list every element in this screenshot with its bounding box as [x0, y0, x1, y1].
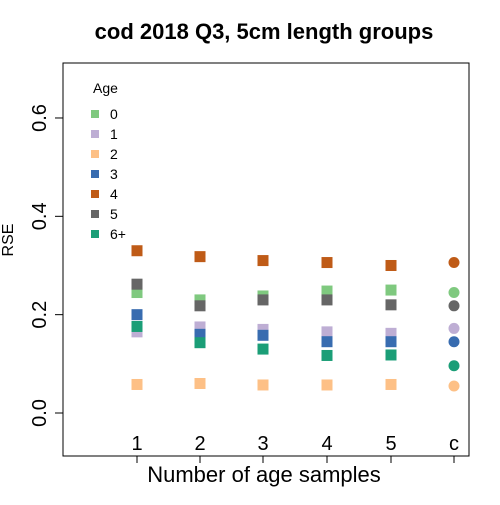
x-tick-label: 3 — [257, 433, 268, 455]
data-point-age-5 — [194, 300, 206, 312]
data-point-age-2 — [448, 380, 460, 392]
data-point-age-2 — [194, 377, 206, 389]
legend-label: 6+ — [110, 226, 126, 242]
data-point-age-5 — [257, 294, 269, 306]
data-point-age-5 — [321, 294, 333, 306]
data-point-age-4 — [257, 255, 269, 267]
data-point-age-3 — [321, 336, 333, 348]
data-point-age-4 — [131, 245, 143, 257]
x-axis-label: Number of age samples — [147, 462, 381, 487]
legend-label: 3 — [110, 166, 118, 182]
data-point-age-6+ — [257, 343, 269, 355]
data-point-age-2 — [385, 378, 397, 390]
data-point-age-1 — [385, 327, 397, 339]
legend-label: 4 — [110, 186, 118, 202]
data-point-age-0 — [131, 287, 143, 299]
data-point-age-6+ — [321, 349, 333, 361]
y-tick-label: 0.0 — [29, 399, 51, 427]
x-tick-label: 5 — [385, 433, 396, 455]
y-axis-label: RSE — [0, 224, 17, 257]
data-point-age-0 — [448, 287, 460, 299]
data-point-age-3 — [385, 336, 397, 348]
data-point-age-5 — [448, 300, 460, 312]
legend-marker-5 — [91, 210, 99, 218]
data-points — [131, 245, 460, 392]
chart-title: cod 2018 Q3, 5cm length groups — [95, 19, 434, 44]
data-point-age-4 — [448, 257, 460, 269]
legend-marker-1 — [91, 130, 99, 138]
legend-marker-6+ — [91, 230, 99, 238]
data-point-age-0 — [385, 284, 397, 296]
y-axis: 0.0 0.2 0.4 0.6 — [29, 104, 64, 427]
data-point-age-0 — [194, 294, 206, 306]
y-tick-label: 0.4 — [29, 202, 51, 230]
data-point-age-2 — [321, 379, 333, 391]
data-point-age-4 — [194, 251, 206, 263]
legend: Age 0 1 2 3 4 5 6+ — [91, 80, 126, 242]
data-point-age-2 — [131, 378, 143, 390]
data-point-age-4 — [385, 259, 397, 271]
legend-label: 0 — [110, 106, 118, 122]
legend-marker-4 — [91, 190, 99, 198]
legend-title: Age — [93, 80, 118, 96]
data-point-age-3 — [194, 328, 206, 340]
data-point-age-6+ — [194, 337, 206, 349]
legend-marker-2 — [91, 150, 99, 158]
data-point-age-3 — [257, 329, 269, 341]
x-tick-label: 4 — [321, 433, 332, 455]
data-point-age-1 — [321, 326, 333, 338]
data-point-age-3 — [131, 309, 143, 321]
y-tick-label: 0.2 — [29, 301, 51, 329]
data-point-age-1 — [448, 322, 460, 334]
x-tick-label: 2 — [194, 433, 205, 455]
legend-marker-3 — [91, 170, 99, 178]
data-point-age-1 — [194, 321, 206, 333]
data-point-age-0 — [321, 285, 333, 297]
data-point-age-6+ — [131, 320, 143, 332]
data-point-age-5 — [385, 299, 397, 311]
data-point-age-5 — [131, 278, 143, 290]
data-point-age-4 — [321, 257, 333, 269]
y-tick-label: 0.6 — [29, 104, 51, 132]
data-point-age-2 — [257, 379, 269, 391]
legend-marker-0 — [91, 110, 99, 118]
legend-label: 1 — [110, 126, 118, 142]
data-point-age-6+ — [448, 360, 460, 372]
data-point-age-1 — [257, 323, 269, 335]
legend-label: 2 — [110, 146, 118, 162]
x-tick-label: c — [449, 433, 459, 455]
data-point-age-3 — [448, 336, 460, 348]
legend-label: 5 — [110, 206, 118, 222]
data-point-age-6+ — [385, 349, 397, 361]
x-axis: 1 2 3 4 5 c — [131, 433, 459, 463]
x-tick-label: 1 — [131, 433, 142, 455]
